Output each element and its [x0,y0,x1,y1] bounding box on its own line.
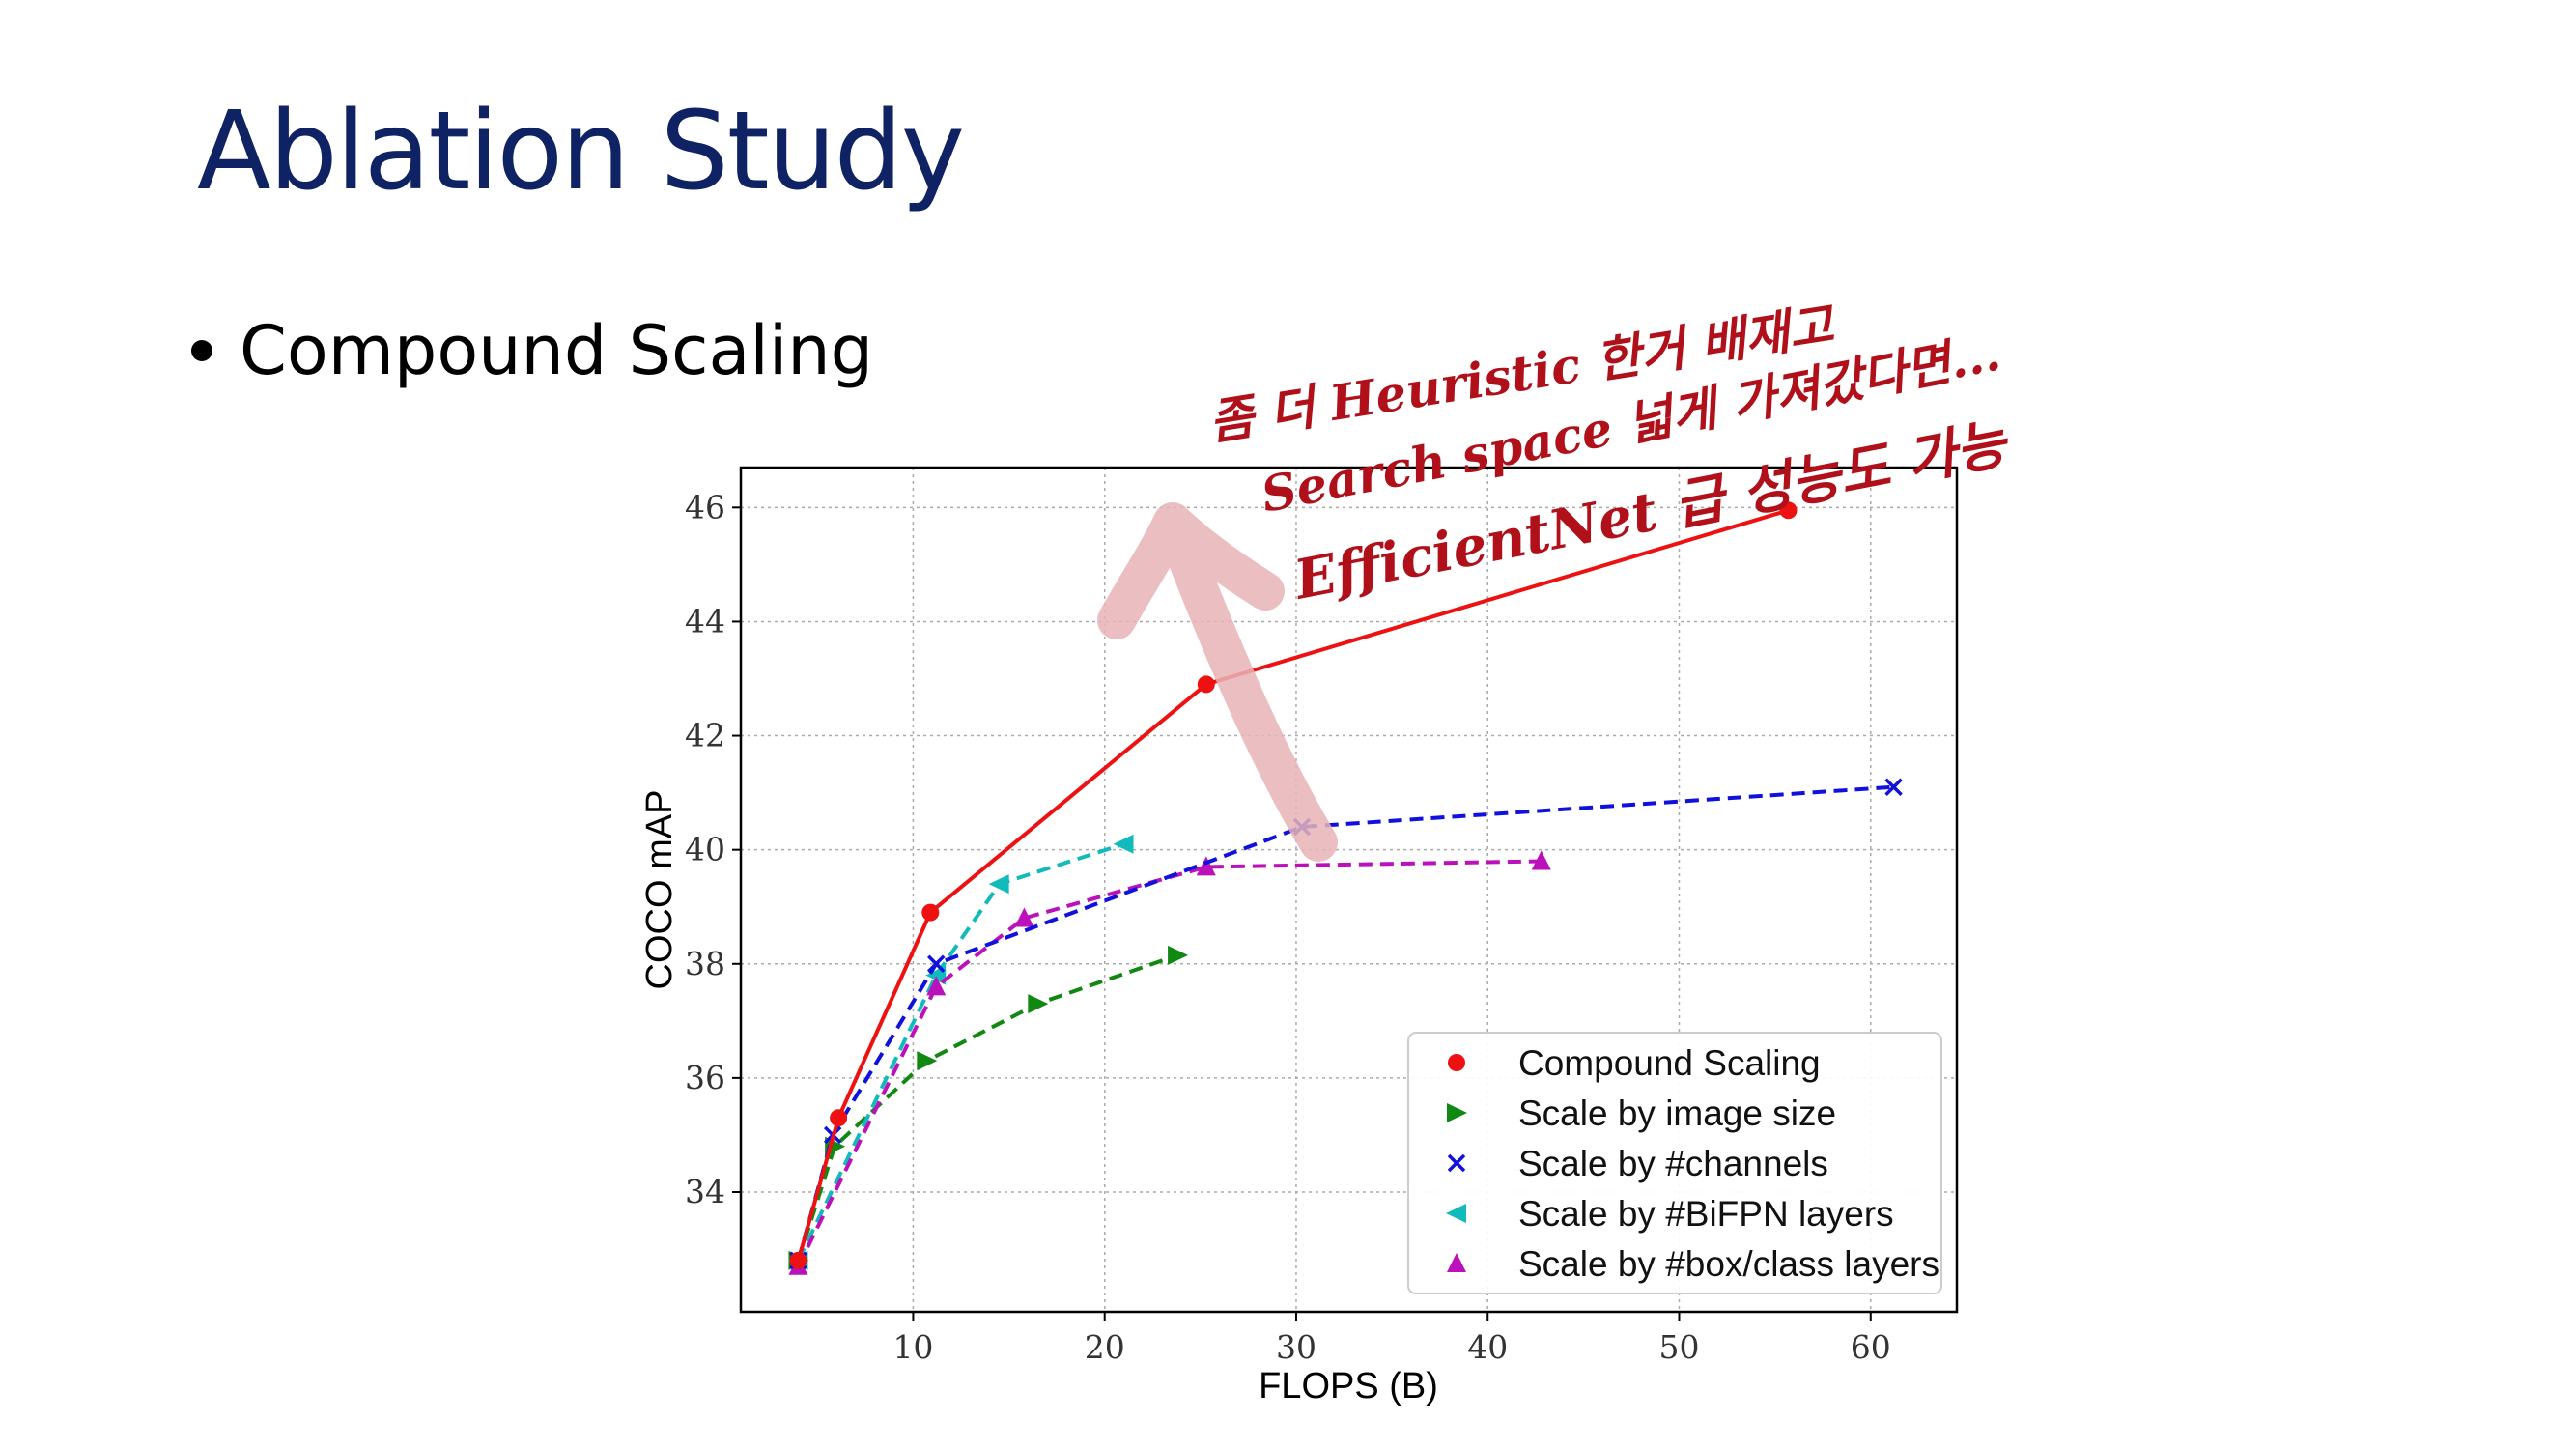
data-point [830,1109,848,1127]
y-axis-label: COCO mAP [639,790,680,990]
data-point [988,874,1009,895]
data-point [926,954,946,974]
y-tick-label: 34 [685,1173,725,1210]
data-point [1196,856,1216,876]
series-scale-by-box-class-layers [788,850,1551,1275]
data-point [1014,907,1034,927]
data-point [789,1251,807,1269]
x-tick-label: 40 [1467,1328,1508,1366]
data-point [921,903,940,922]
data-point [926,976,947,996]
chart-ticks: 10 20 30 40 50 60 34 36 38 40 42 44 46 [685,488,1891,1366]
legend-entry: Scale by image size [1518,1094,1836,1133]
upward-arrow-icon [1097,502,1338,862]
x-tick-label: 60 [1851,1328,1891,1366]
data-point [1168,945,1189,965]
x-tick-label: 10 [892,1328,933,1366]
y-tick-label: 46 [685,488,725,526]
x-tick-label: 20 [1085,1328,1125,1366]
series-line [796,841,1125,1262]
data-point [1884,778,1903,796]
chart-series [787,501,1903,1275]
data-point [1197,675,1215,694]
x-tick-label: 50 [1659,1328,1700,1366]
legend-box [1407,1032,1942,1294]
handwritten-annotation: 좀 더 Heuristic 한거 배재고 Search space 넓게 가져갔… [1097,296,2015,862]
series-line [796,953,1178,1262]
data-point [1531,850,1551,870]
legend-marker [1446,1204,1466,1223]
legend-entry: Scale by #BiFPN layers [1518,1194,1894,1234]
y-tick-label: 38 [685,945,725,982]
legend-entry: Scale by #box/class layers [1518,1244,1939,1284]
y-tick-label: 36 [685,1059,725,1096]
series-scale-by-bifpn-layers [787,834,1134,1270]
data-point [917,1051,938,1071]
legend-entry: Scale by #channels [1518,1144,1828,1183]
bullet-dot [191,339,212,361]
data-point [1028,994,1049,1014]
chart-legend: Compound Scaling Scale by image size Scale… [1407,1032,1942,1294]
legend-marker [1447,1103,1467,1122]
data-point [1113,834,1134,854]
x-tick-label: 30 [1276,1328,1316,1366]
y-tick-label: 42 [685,717,725,754]
legend-entry: Compound Scaling [1518,1043,1821,1083]
series-line [796,859,1542,1267]
slide-title: Ablation Study [197,89,965,214]
legend-marker [1447,1253,1466,1272]
legend-marker [1447,1153,1466,1173]
x-axis-label: FLOPS (B) [1259,1366,1438,1406]
bullet-text: Compound Scaling [240,311,874,390]
bullet-item: Compound Scaling [191,311,873,390]
y-tick-label: 44 [685,602,725,639]
series-compound-scaling [789,501,1798,1269]
legend-marker [1448,1054,1465,1071]
data-point [1779,501,1798,520]
plot-frame [739,466,1959,1314]
y-tick-label: 40 [685,831,725,868]
